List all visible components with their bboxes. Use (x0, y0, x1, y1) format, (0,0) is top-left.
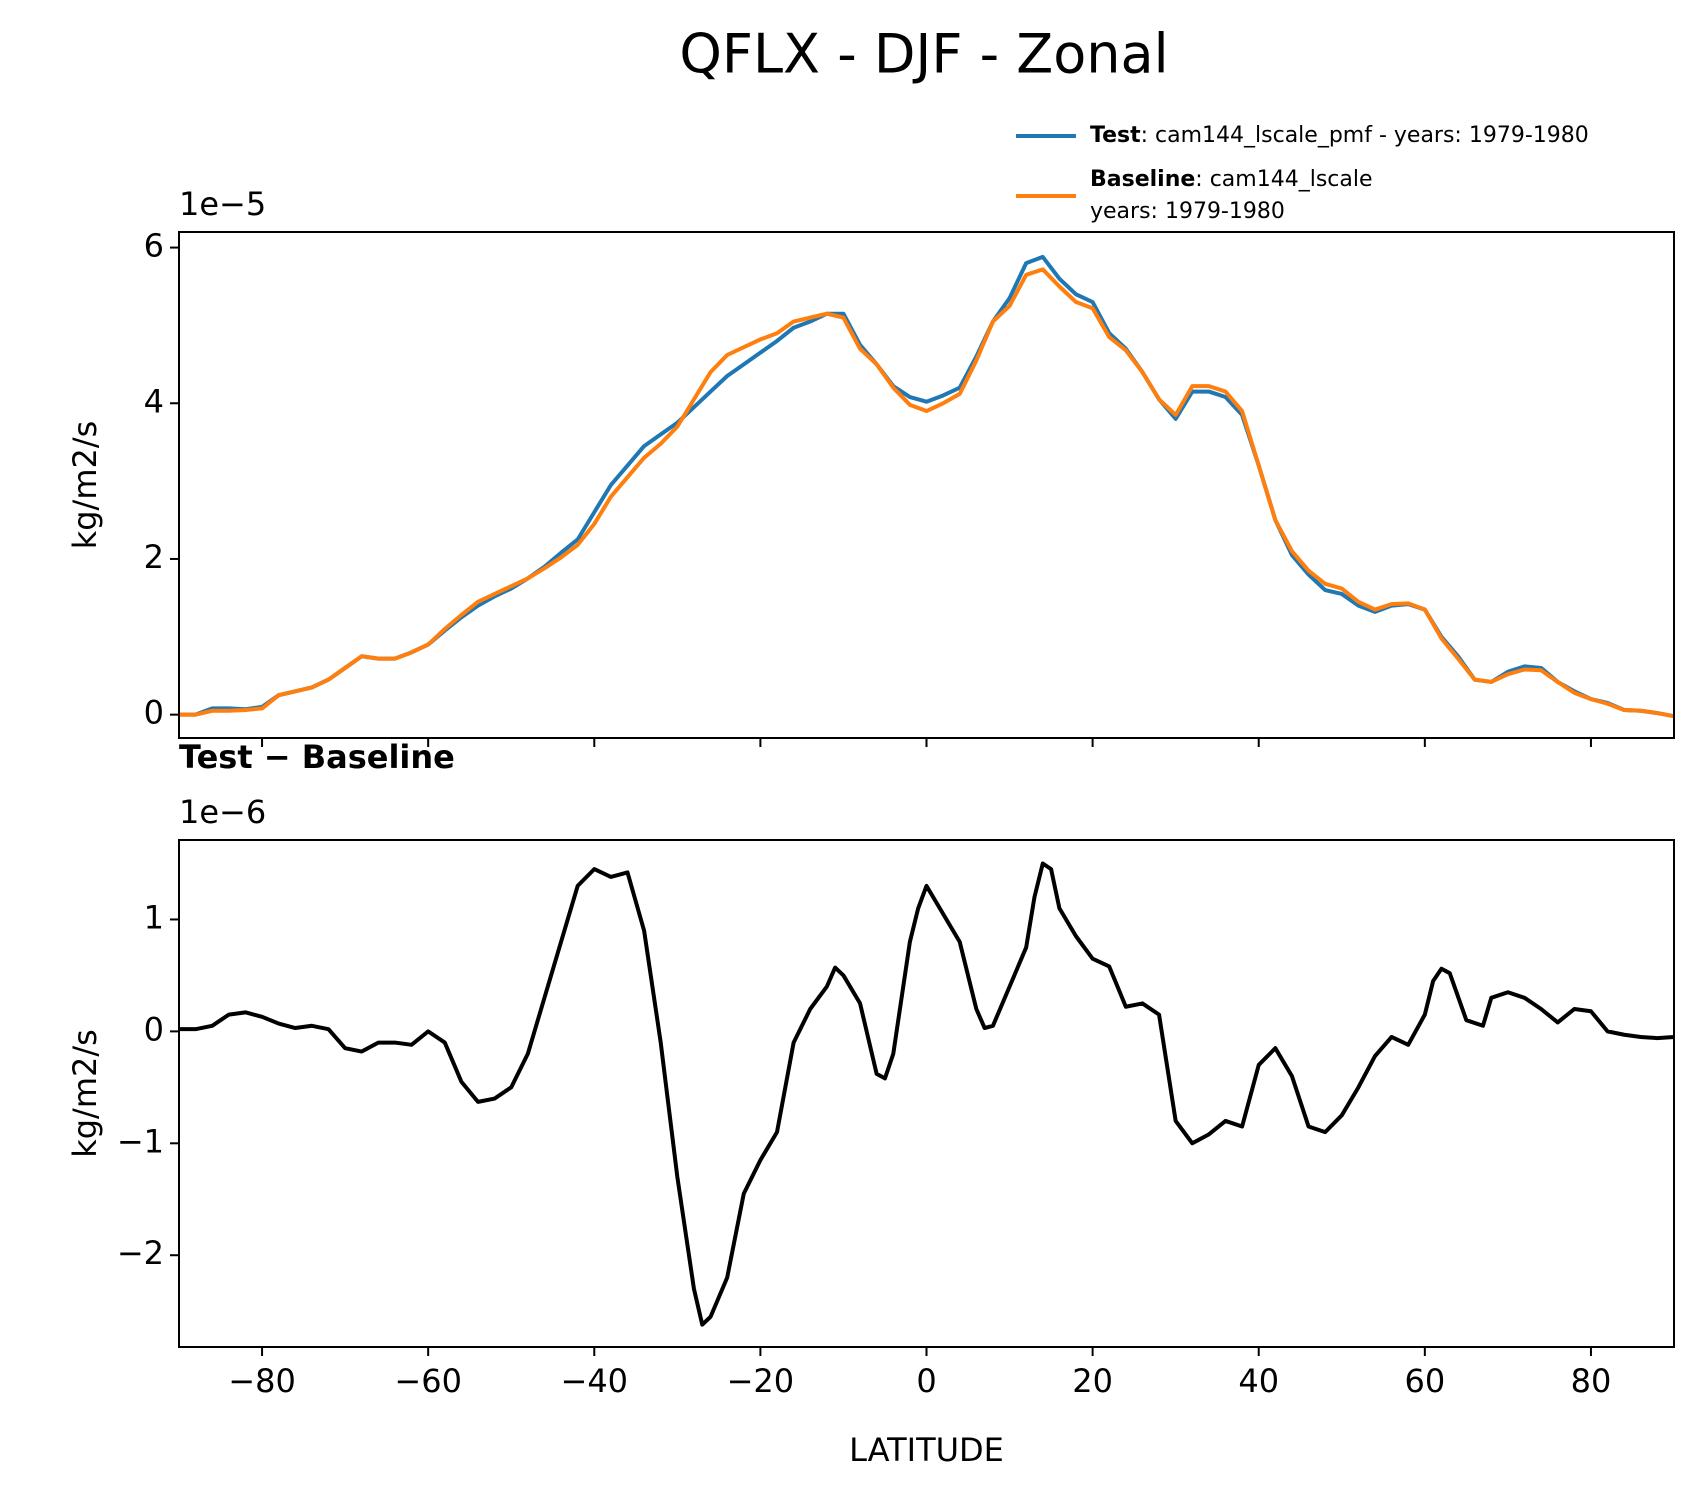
x-tick-label: 0 (916, 1362, 936, 1400)
y-axis-label: kg/m2/s (66, 1029, 104, 1158)
subplot-title: Test − Baseline (179, 738, 455, 776)
legend-text: : cam144_lscale_pmf - years: 1979-1980 (1141, 123, 1589, 148)
y-tick-label: 2 (144, 538, 164, 576)
y-tick-label: 0 (144, 1010, 164, 1048)
offset-label: 1e−5 (179, 185, 266, 223)
x-tick-label: −80 (228, 1362, 296, 1400)
y-tick-label: −2 (117, 1234, 164, 1272)
y-tick-label: −1 (117, 1122, 164, 1160)
y-tick-label: 0 (144, 694, 164, 732)
y-axis-label: kg/m2/s (66, 421, 104, 550)
x-tick-label: 60 (1404, 1362, 1445, 1400)
y-tick-label: 1 (144, 898, 164, 936)
axes-frame (178, 231, 1675, 739)
x-tick-label: −20 (727, 1362, 795, 1400)
legend-text: : cam144_lscale (1195, 167, 1372, 192)
series-line (179, 267, 1675, 719)
offset-label: 1e−6 (179, 793, 266, 831)
axes-frame (178, 839, 1675, 1348)
legend-label: Baseline: cam144_lscale (1090, 167, 1373, 192)
figure-title: QFLX - DJF - Zonal (679, 23, 1168, 86)
legend-text: years: 1979-1980 (1090, 199, 1285, 224)
x-axis-label: LATITUDE (849, 1431, 1004, 1469)
legend-name: Baseline (1090, 167, 1195, 192)
legend-name: Test (1090, 123, 1141, 148)
x-tick-label: −40 (561, 1362, 629, 1400)
x-tick-label: 40 (1238, 1362, 1279, 1400)
y-tick-label: 6 (144, 227, 164, 265)
legend-label: Test: cam144_lscale_pmf - years: 1979-19… (1090, 123, 1589, 148)
series-line (179, 861, 1675, 1327)
y-tick-label: 4 (144, 382, 164, 420)
legend-label: years: 1979-1980 (1090, 199, 1285, 224)
x-tick-label: 20 (1072, 1362, 1113, 1400)
x-tick-label: −60 (394, 1362, 462, 1400)
x-tick-label: 80 (1571, 1362, 1612, 1400)
